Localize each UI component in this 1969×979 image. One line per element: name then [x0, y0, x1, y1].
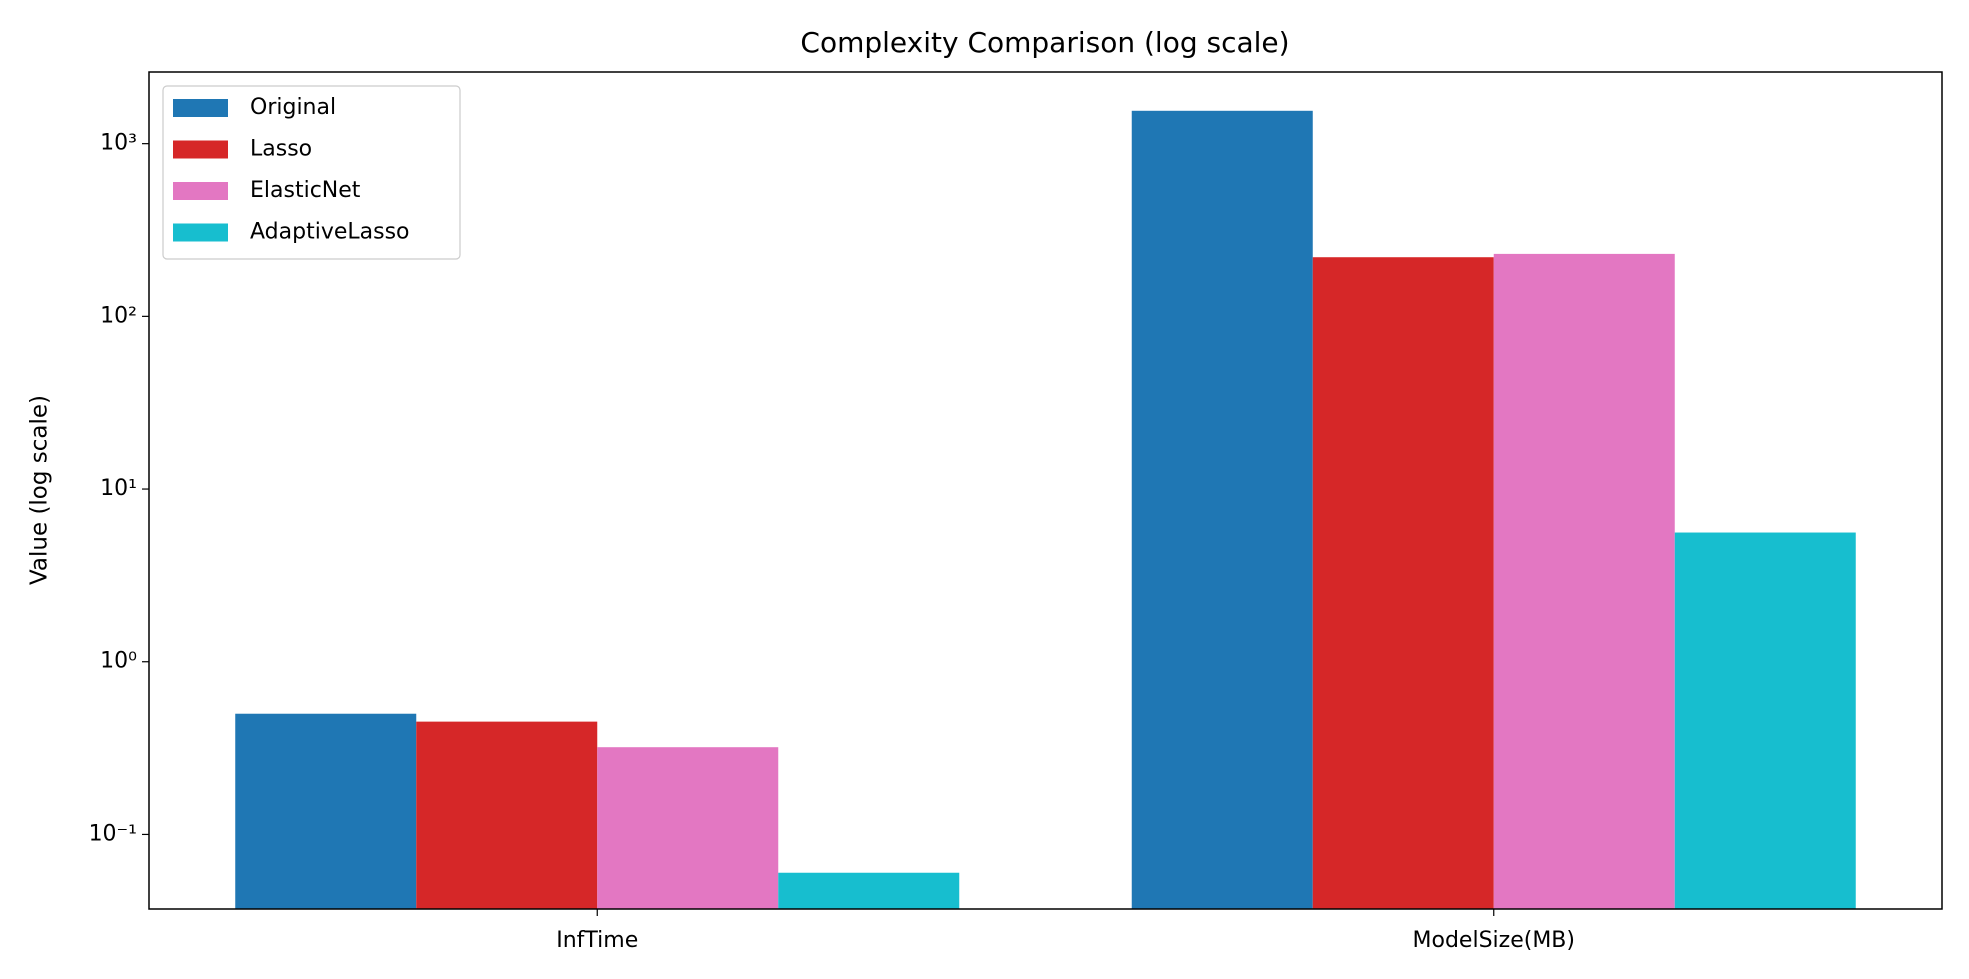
y-tick-label: 10²: [100, 303, 137, 328]
legend-swatch: [173, 140, 228, 159]
legend-swatch: [173, 182, 228, 200]
bar: [1312, 257, 1494, 910]
bar: [778, 872, 960, 909]
y-tick-label: 10³: [100, 131, 137, 156]
legend-label: AdaptiveLasso: [250, 220, 410, 245]
y-tick-label: 10⁻¹: [89, 821, 137, 846]
legend-box: [162, 85, 461, 260]
legend-label: ElasticNet: [250, 178, 361, 203]
bar: [1131, 110, 1313, 909]
plot-frame: [148, 71, 1943, 910]
legend-swatch: [173, 223, 228, 242]
chart-title: Complexity Comparison (log scale): [800, 26, 1289, 59]
bar: [235, 713, 417, 909]
bar: [597, 747, 779, 909]
x-tick-label: ModelSize(MB): [1413, 928, 1575, 953]
legend-swatch: [173, 99, 228, 117]
y-tick-label: 10¹: [100, 476, 137, 501]
x-tick-label: InfTime: [556, 928, 638, 953]
legend-label: Lasso: [250, 137, 312, 162]
bar: [1493, 253, 1675, 910]
bar: [416, 721, 598, 909]
legend: Original Lasso ElasticNet AdaptiveLasso: [162, 85, 461, 260]
y-axis-label: Value (log scale): [27, 395, 53, 585]
bar: [1674, 532, 1856, 909]
legend-label: Original: [250, 95, 336, 120]
y-tick-label: 10⁰: [100, 649, 137, 674]
